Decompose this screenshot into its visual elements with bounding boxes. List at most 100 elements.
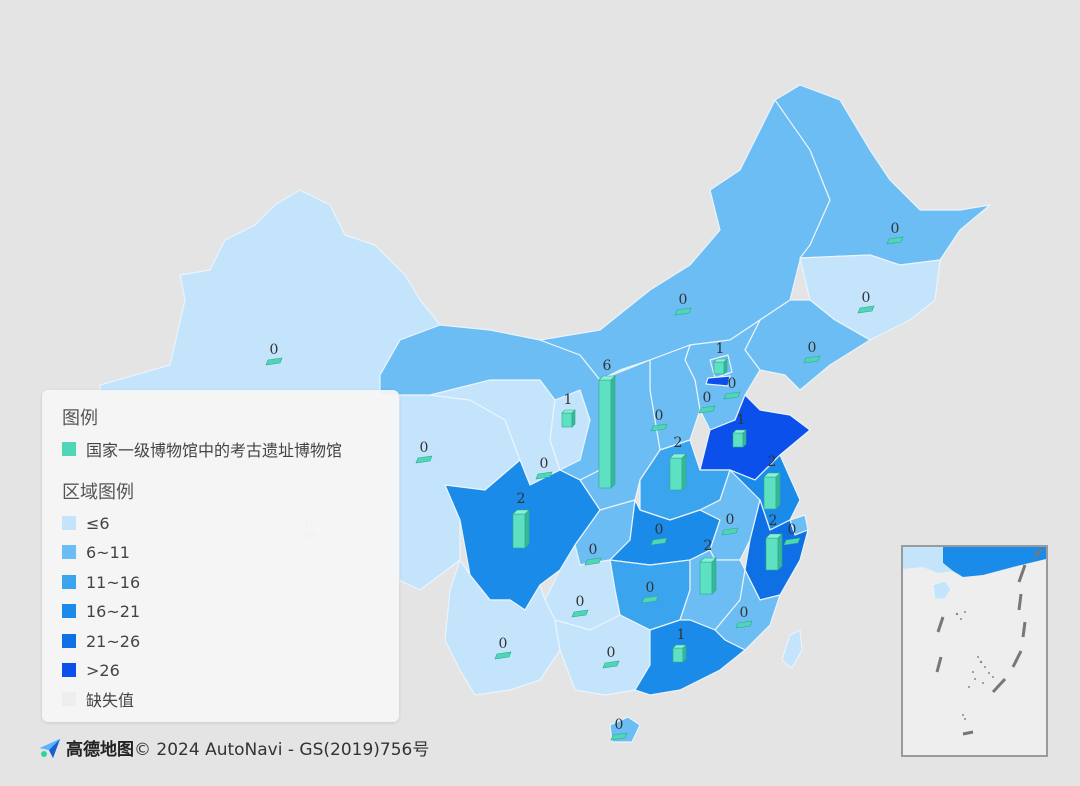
bar-layer: 0 0 0 6 0 0 0 0 0 1 0 0 1 xyxy=(265,221,904,741)
value-label-hainan: 0 xyxy=(615,717,624,733)
legend-range-label: ≤6 xyxy=(86,513,110,533)
region-tianjin[interactable] xyxy=(705,375,731,387)
region-guangdong[interactable] xyxy=(634,619,746,696)
range-swatch xyxy=(62,663,76,677)
south-china-sea-inset xyxy=(901,545,1048,757)
range-swatch xyxy=(62,604,76,618)
inset-map xyxy=(903,547,1046,736)
amap-logo-icon xyxy=(40,738,60,758)
inset-region-guangdong xyxy=(943,547,1046,577)
bar-liaoning xyxy=(803,355,821,364)
bar-inner-mongolia xyxy=(674,307,692,316)
bar-tianjin xyxy=(723,391,741,400)
bar-henan xyxy=(669,453,687,491)
range-swatch xyxy=(62,575,76,589)
bar-sichuan xyxy=(512,509,530,549)
region-taiwan[interactable] xyxy=(781,629,803,669)
islands xyxy=(955,611,994,720)
legend-range-item[interactable]: ≤6 xyxy=(62,512,110,534)
value-label-jiangxi: 0 xyxy=(646,580,655,596)
value-label-liaoning: 0 xyxy=(808,340,817,356)
bar-jiangxi xyxy=(641,595,659,604)
bar-ningxia xyxy=(561,409,576,428)
legend-range-item[interactable]: 11~16 xyxy=(62,571,140,593)
bar-hainan xyxy=(610,732,628,741)
marker-swatch xyxy=(62,442,76,456)
range-swatch xyxy=(62,692,76,706)
bar-beijing xyxy=(713,358,728,375)
bar-xinjiang xyxy=(265,357,283,366)
legend-marker-item: 国家一级博物馆中的考古遗址博物馆 xyxy=(62,438,342,460)
bar-jilin xyxy=(857,305,875,314)
bar-yunnan xyxy=(494,651,512,660)
bar-shanghai xyxy=(783,537,801,546)
bar-chongqing xyxy=(584,557,602,566)
value-label-ningxia: 1 xyxy=(564,392,573,408)
value-label-jilin: 0 xyxy=(862,290,871,306)
value-label-heilongjiang: 0 xyxy=(891,221,900,237)
value-label-gansu: 6 xyxy=(603,358,612,374)
bar-gansu xyxy=(598,375,616,489)
value-label-shanxi: 0 xyxy=(655,408,664,424)
legend-range-label: 21~26 xyxy=(86,631,141,651)
legend-range-item[interactable]: 6~11 xyxy=(62,541,130,563)
legend-range-label: 16~21 xyxy=(86,601,141,621)
value-label-zhejiang: 2 xyxy=(769,513,778,529)
bar-zhejiang xyxy=(765,533,783,571)
inset-region-guangxi xyxy=(903,547,953,573)
value-label-guangdong: 1 xyxy=(677,627,686,643)
bar-guangxi xyxy=(602,660,620,669)
value-label-tianjin: 0 xyxy=(728,376,737,392)
legend-range-item[interactable]: 16~21 xyxy=(62,600,140,622)
bar-jiangsu xyxy=(763,472,781,510)
bar-qinghai xyxy=(535,471,553,480)
bar-hebei xyxy=(698,405,716,414)
value-label-shandong: 1 xyxy=(737,412,746,428)
legend-range-label: 缺失值 xyxy=(86,691,135,710)
bar-shanxi xyxy=(650,423,668,432)
region-ningxia[interactable] xyxy=(549,389,591,471)
value-label-hunan: 2 xyxy=(704,538,713,554)
region-guangxi[interactable] xyxy=(554,614,651,696)
legend-range-label: >26 xyxy=(86,660,120,680)
value-label-yunnan: 0 xyxy=(499,636,508,652)
bar-shandong xyxy=(732,429,747,448)
value-label-fujian: 0 xyxy=(740,605,749,621)
legend-title: 图例 xyxy=(62,408,98,429)
value-label-xinjiang: 0 xyxy=(270,342,279,358)
bar-hunan xyxy=(699,557,717,595)
amap-brand: 高德地图 xyxy=(66,740,134,760)
bar-fujian xyxy=(735,620,753,629)
legend-panel: 图例 国家一级博物馆中的考古遗址博物馆 区域图例 ≤6 6~11 11~16 1… xyxy=(42,390,399,722)
range-swatch xyxy=(62,516,76,530)
value-label-hebei: 0 xyxy=(703,390,712,406)
range-swatch xyxy=(62,634,76,648)
legend-range-item[interactable]: 缺失值 xyxy=(62,688,134,710)
value-label-henan: 2 xyxy=(674,435,683,451)
bar-anhui xyxy=(721,527,739,536)
bar-hubei xyxy=(650,537,668,546)
legend-range-item[interactable]: >26 xyxy=(62,659,120,681)
bar-guizhou xyxy=(571,609,589,618)
map-attribution: 高德地图 © 2024 AutoNavi - GS(2019)756号 xyxy=(38,735,429,760)
nine-dash-line xyxy=(935,548,1043,736)
region-legend-title: 区域图例 xyxy=(62,482,134,503)
value-label-jiangsu: 2 xyxy=(768,454,777,470)
legend-marker-label: 国家一级博物馆中的考古遗址博物馆 xyxy=(86,441,343,460)
copyright-text: © 2024 AutoNavi - GS(2019)756号 xyxy=(134,740,430,760)
range-swatch xyxy=(62,545,76,559)
region-heilongjiang[interactable] xyxy=(774,84,991,266)
inset-region-hainan xyxy=(932,580,952,600)
value-label-beijing: 1 xyxy=(716,341,725,357)
bar-guangdong xyxy=(672,644,687,663)
value-label-hubei: 0 xyxy=(655,522,664,538)
value-label-inner-mongolia: 0 xyxy=(679,292,688,308)
value-label-guizhou: 0 xyxy=(576,594,585,610)
value-label-guangxi: 0 xyxy=(607,645,616,661)
legend-range-item[interactable]: 21~26 xyxy=(62,630,140,652)
bar-heilongjiang xyxy=(886,236,904,245)
value-label-qinghai: 0 xyxy=(540,456,549,472)
value-label-chongqing: 0 xyxy=(589,542,598,558)
value-label-sichuan: 2 xyxy=(517,491,526,507)
